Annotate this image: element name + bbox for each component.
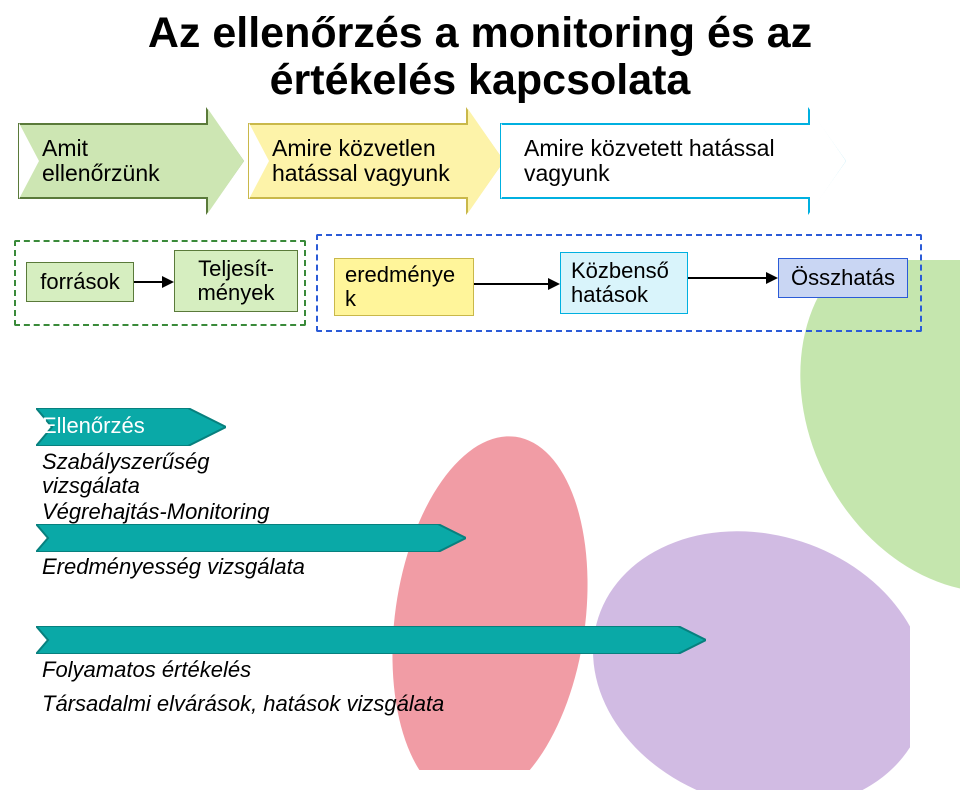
label-eredmenyesseg: Eredményesség vizsgálata	[42, 555, 305, 579]
label-vegreh-text: Végrehajtás-Monitoring	[42, 499, 269, 524]
arrow-amit-ellenorzunk: Amit ellenőrzünk	[18, 109, 244, 213]
label-ellenorzes-text: Ellenőrzés	[42, 413, 145, 438]
node-kozbenso-l1: Közbenső	[571, 258, 669, 283]
label-ellenorzes: Ellenőrzés	[42, 414, 145, 438]
label-szab-l2: vizsgálata	[42, 473, 140, 498]
title-line2: értékelés kapcsolata	[270, 56, 691, 104]
node-forrasok-label: források	[40, 270, 119, 294]
arrow-right-line1: Amire közvetett hatással	[524, 135, 775, 161]
arrow-amire-kozvetlen: Amire közvetlen hatással vagyunk	[248, 109, 504, 213]
label-tarsadalmi-text: Társadalmi elvárások, hatások vizsgálata	[42, 691, 444, 716]
teal-arrow-3	[36, 626, 706, 654]
node-eredmenye-l1: eredménye	[345, 262, 455, 287]
node-teljesit-l1: Teljesít-	[198, 256, 274, 281]
title-line1: Az ellenőrzés a monitoring és az	[148, 9, 812, 57]
page-title: Az ellenőrzés a monitoring és az értékel…	[0, 0, 960, 105]
node-osszhatas: Összhatás	[778, 258, 908, 298]
node-teljesitmenyek: Teljesít- mények	[174, 250, 298, 312]
top-arrow-row: Amit ellenőrzünk Amire közvetlen hatássa…	[0, 109, 960, 219]
label-folyamatos-text: Folyamatos értékelés	[42, 657, 251, 682]
arrow-left-line1: Amit	[42, 135, 88, 161]
arrow-left-line2: ellenőrzünk	[42, 160, 160, 186]
teal-arrow-2	[36, 524, 466, 552]
arrow-amire-kozvetett: Amire közvetett hatással vagyunk	[500, 109, 846, 213]
label-szab-l1: Szabályszerűség	[42, 449, 210, 474]
label-folyamatos-ertekeles: Folyamatos értékelés	[42, 658, 251, 682]
label-tarsadalmi: Társadalmi elvárások, hatások vizsgálata	[42, 692, 444, 716]
node-eredmenyek: eredménye k	[334, 258, 474, 316]
bg-petal-red	[380, 430, 600, 770]
node-forrasok: források	[26, 262, 134, 302]
label-szabalyszeruseg: Szabályszerűség vizsgálata	[42, 450, 210, 498]
arrow-mid-line1: Amire közvetlen	[272, 135, 436, 161]
label-eredm-text: Eredményesség vizsgálata	[42, 554, 305, 579]
node-osszhatas-label: Összhatás	[791, 266, 895, 290]
node-teljesit-l2: mények	[197, 280, 274, 305]
label-vegrehajtas-monitoring: Végrehajtás-Monitoring	[42, 500, 269, 524]
node-eredmenye-l2: k	[345, 286, 356, 311]
arrow-mid-line2: hatással vagyunk	[272, 160, 450, 186]
node-kozbenso: Közbenső hatások	[560, 252, 688, 314]
arrow-right-line2: vagyunk	[524, 160, 610, 186]
node-kozbenso-l2: hatások	[571, 282, 648, 307]
